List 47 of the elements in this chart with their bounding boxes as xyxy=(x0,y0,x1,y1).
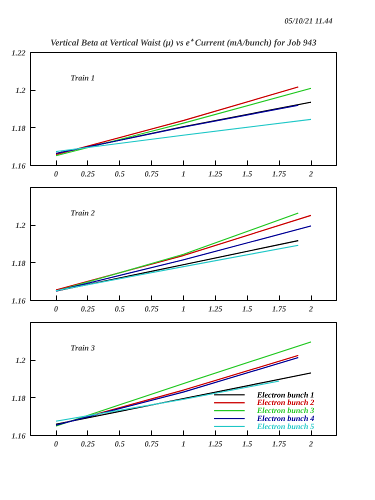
x-tick-label: 1.75 xyxy=(272,304,286,314)
x-tick-label: 1.75 xyxy=(272,440,286,448)
x-tick-label: 0.25 xyxy=(80,304,95,314)
x-tick-label: 0.5 xyxy=(114,304,125,314)
x-tick-label: 0.75 xyxy=(144,170,159,178)
annotation: Train 2 xyxy=(70,208,95,218)
x-tick-label: 1.5 xyxy=(242,304,252,314)
x-tick-label: 2 xyxy=(308,304,313,314)
x-tick-label: 1.25 xyxy=(208,170,222,178)
y-tick-label: 1.16 xyxy=(12,296,26,306)
x-tick-label: 1 xyxy=(182,170,186,178)
x-tick-label: 0.25 xyxy=(80,170,95,178)
x-tick-label: 0 xyxy=(54,304,58,314)
x-tick-label: 0.25 xyxy=(80,440,95,448)
x-tick-label: 0 xyxy=(54,170,58,178)
annotation: Train 1 xyxy=(70,74,95,82)
x-tick-label: 1.75 xyxy=(272,170,286,178)
y-tick-label: 1.18 xyxy=(12,394,26,403)
annotation: Train 3 xyxy=(70,344,95,352)
x-tick-label: 0.5 xyxy=(114,440,125,448)
x-tick-label: 2 xyxy=(308,170,313,178)
x-tick-label: 0.75 xyxy=(144,440,159,448)
y-tick-label: 1.22 xyxy=(12,48,26,58)
y-tick-label: 1.16 xyxy=(12,432,26,440)
x-tick-label: 1.5 xyxy=(242,440,252,448)
x-tick-label: 0 xyxy=(54,440,58,448)
y-tick-label: 1.18 xyxy=(12,124,26,133)
legend-label: Electron bunch 1 xyxy=(256,390,314,400)
y-tick-label: 1.18 xyxy=(12,258,26,268)
x-tick-label: 1.5 xyxy=(242,170,252,178)
legend-label: Electron bunch 4 xyxy=(256,414,314,424)
y-tick-label: 1.2 xyxy=(16,356,26,366)
x-tick-label: 1 xyxy=(182,304,186,314)
x-tick-label: 0.75 xyxy=(144,304,159,314)
y-tick-label: 1.2 xyxy=(16,86,26,96)
x-tick-label: 1.25 xyxy=(208,440,222,448)
legend-label: Electron bunch 5 xyxy=(256,422,314,431)
x-tick-label: 1 xyxy=(182,440,186,448)
chart-title: Vertical Beta at Vertical Waist (μ) vs e⁺ Current (mA/bunch) for Job 943 xyxy=(50,38,318,48)
text: 05/10/21 11.44 xyxy=(284,16,333,26)
legend-label: Electron bunch 3 xyxy=(256,406,314,416)
y-tick-label: 1.2 xyxy=(16,221,26,230)
y-tick-label: 1.16 xyxy=(12,162,26,170)
legend-label: Electron bunch 2 xyxy=(256,398,314,408)
x-tick-label: 0.5 xyxy=(114,170,125,178)
x-tick-label: 2 xyxy=(308,440,313,448)
x-tick-label: 1.25 xyxy=(208,304,222,314)
